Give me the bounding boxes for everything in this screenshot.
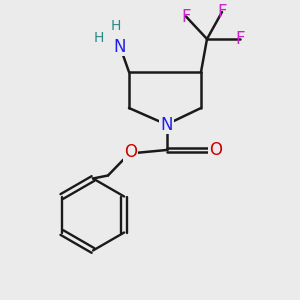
Text: N: N (114, 38, 126, 56)
Text: H: H (110, 19, 121, 32)
Text: O: O (124, 143, 137, 161)
Text: F: F (235, 30, 245, 48)
Text: N: N (160, 116, 173, 134)
Text: H: H (94, 31, 104, 44)
Text: O: O (209, 141, 222, 159)
Text: F: F (181, 8, 191, 26)
Text: F: F (217, 3, 227, 21)
